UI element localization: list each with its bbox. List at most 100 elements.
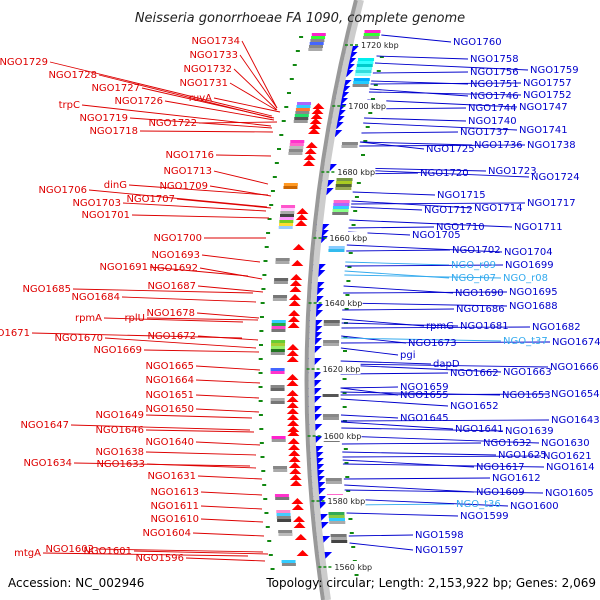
feature-block[interactable] bbox=[288, 152, 303, 155]
forward-gene-arrow[interactable] bbox=[304, 148, 317, 154]
feature-block[interactable] bbox=[295, 111, 310, 114]
feature-block[interactable] bbox=[281, 563, 296, 566]
feature-block[interactable] bbox=[322, 417, 339, 420]
feature-block[interactable] bbox=[275, 497, 290, 500]
feature-block[interactable] bbox=[275, 258, 290, 261]
gene-label-ngo1759[interactable]: NGO1759 bbox=[530, 65, 579, 76]
gene-label-ngo1651[interactable]: NGO1651 bbox=[145, 390, 194, 401]
gene-label-ngo1704[interactable]: NGO1704 bbox=[504, 247, 553, 258]
feature-block[interactable] bbox=[332, 209, 349, 212]
gene-label-ngo-t36[interactable]: NGO_t36 bbox=[456, 499, 501, 510]
gene-label-ngo1686[interactable]: NGO1686 bbox=[456, 304, 505, 315]
feature-block[interactable] bbox=[270, 346, 285, 349]
gene-label-ngo1604[interactable]: NGO1604 bbox=[142, 528, 191, 539]
gene-label-ngo1611[interactable]: NGO1611 bbox=[150, 501, 199, 512]
forward-gene-arrow[interactable] bbox=[288, 450, 301, 456]
feature-block[interactable] bbox=[353, 81, 370, 84]
feature-block[interactable] bbox=[289, 146, 304, 149]
gene-label-ngo1678[interactable]: NGO1678 bbox=[146, 308, 195, 319]
gene-label-ngo1722[interactable]: NGO1722 bbox=[148, 118, 197, 129]
gene-label-ngo1654[interactable]: NGO1654 bbox=[551, 389, 600, 400]
forward-gene-arrow[interactable] bbox=[286, 414, 299, 420]
gene-label-pgi[interactable]: pgi bbox=[400, 350, 415, 361]
gene-label-ngo-r07[interactable]: NGO_r07 bbox=[451, 273, 496, 284]
gene-label-ngo1760[interactable]: NGO1760 bbox=[453, 37, 502, 48]
gene-label-ngo1617[interactable]: NGO1617 bbox=[476, 462, 525, 473]
forward-gene-arrow[interactable] bbox=[292, 516, 305, 522]
gene-label-ngo-r08[interactable]: NGO_r08 bbox=[503, 273, 548, 284]
feature-block[interactable] bbox=[294, 117, 309, 120]
feature-block[interactable] bbox=[270, 401, 285, 404]
gene-label-ngo1610[interactable]: NGO1610 bbox=[150, 514, 199, 525]
feature-block[interactable] bbox=[322, 414, 339, 417]
gene-label-ngo1740[interactable]: NGO1740 bbox=[468, 116, 517, 127]
forward-gene-arrow[interactable] bbox=[292, 244, 305, 250]
gene-label-ngo1733[interactable]: NGO1733 bbox=[189, 50, 238, 61]
forward-gene-arrow[interactable] bbox=[286, 356, 299, 362]
feature-block[interactable] bbox=[333, 203, 350, 206]
feature-block[interactable] bbox=[279, 217, 294, 220]
feature-block[interactable] bbox=[353, 78, 370, 81]
feature-block[interactable] bbox=[330, 537, 347, 540]
feature-block[interactable] bbox=[311, 36, 326, 39]
gene-label-ngo1747[interactable]: NGO1747 bbox=[519, 102, 568, 113]
gene-label-ngo1598[interactable]: NGO1598 bbox=[415, 530, 464, 541]
gene-label-ngo1700[interactable]: NGO1700 bbox=[153, 233, 202, 244]
gene-label-ngo1613[interactable]: NGO1613 bbox=[150, 487, 199, 498]
feature-block[interactable] bbox=[322, 394, 339, 397]
gene-label-ngo1702[interactable]: NGO1702 bbox=[452, 245, 501, 256]
feature-block[interactable] bbox=[270, 371, 285, 374]
feature-block[interactable] bbox=[341, 142, 358, 145]
gene-label-ngo1640[interactable]: NGO1640 bbox=[145, 437, 194, 448]
forward-gene-arrow[interactable] bbox=[287, 322, 300, 328]
feature-block[interactable] bbox=[293, 120, 308, 123]
forward-gene-arrow[interactable] bbox=[287, 426, 300, 432]
feature-block[interactable] bbox=[276, 516, 291, 519]
feature-block[interactable] bbox=[308, 45, 323, 48]
forward-gene-arrow[interactable] bbox=[295, 220, 308, 226]
feature-block[interactable] bbox=[276, 513, 291, 516]
feature-block[interactable] bbox=[280, 211, 295, 214]
forward-gene-arrow[interactable] bbox=[287, 420, 300, 426]
feature-block[interactable] bbox=[271, 326, 286, 329]
feature-block[interactable] bbox=[288, 149, 303, 152]
gene-label-ngo1716[interactable]: NGO1716 bbox=[165, 150, 214, 161]
feature-block[interactable] bbox=[273, 295, 288, 298]
forward-gene-arrow[interactable] bbox=[296, 208, 309, 214]
feature-block[interactable] bbox=[279, 223, 294, 226]
forward-gene-arrow[interactable] bbox=[308, 123, 321, 129]
feature-block[interactable] bbox=[328, 518, 345, 521]
gene-label-ngo1710[interactable]: NGO1710 bbox=[436, 222, 485, 233]
gene-label-ngo1670[interactable]: NGO1670 bbox=[54, 333, 103, 344]
gene-label-ngo1712[interactable]: NGO1712 bbox=[424, 205, 473, 216]
gene-label-ngo1693[interactable]: NGO1693 bbox=[151, 250, 200, 261]
gene-label-ngo1703[interactable]: NGO1703 bbox=[72, 198, 121, 209]
gene-label-ngo1711[interactable]: NGO1711 bbox=[514, 222, 563, 233]
gene-label-ngo1639[interactable]: NGO1639 bbox=[505, 426, 554, 437]
feature-block[interactable] bbox=[270, 352, 285, 355]
feature-block[interactable] bbox=[272, 298, 287, 301]
gene-label-ngo1599[interactable]: NGO1599 bbox=[460, 511, 509, 522]
forward-gene-arrow[interactable] bbox=[288, 444, 301, 450]
gene-label-ngo1756[interactable]: NGO1756 bbox=[470, 67, 519, 78]
gene-label-ngo1690[interactable]: NGO1690 bbox=[455, 288, 504, 299]
feature-block[interactable] bbox=[311, 33, 326, 36]
gene-label-ngo1699[interactable]: NGO1699 bbox=[505, 260, 554, 271]
forward-gene-arrow[interactable] bbox=[310, 113, 323, 119]
feature-block[interactable] bbox=[279, 220, 294, 223]
feature-block[interactable] bbox=[356, 67, 373, 70]
feature-block[interactable] bbox=[273, 281, 288, 284]
gene-label-ngo1741[interactable]: NGO1741 bbox=[519, 125, 568, 136]
gene-label-ngo1621[interactable]: NGO1621 bbox=[543, 451, 592, 462]
gene-label-ngo1602[interactable]: NGO1602 bbox=[45, 544, 94, 555]
forward-gene-arrow[interactable] bbox=[294, 534, 307, 540]
feature-block[interactable] bbox=[330, 534, 347, 537]
feature-block[interactable] bbox=[308, 48, 323, 51]
feature-block[interactable] bbox=[281, 205, 296, 208]
gene-label-ruva[interactable]: ruvA bbox=[189, 93, 212, 104]
gene-label-ngo1709[interactable]: NGO1709 bbox=[159, 181, 208, 192]
forward-gene-arrow[interactable] bbox=[311, 108, 324, 114]
feature-block[interactable] bbox=[277, 519, 292, 522]
forward-gene-arrow[interactable] bbox=[286, 390, 299, 396]
forward-gene-arrow[interactable] bbox=[286, 408, 299, 414]
